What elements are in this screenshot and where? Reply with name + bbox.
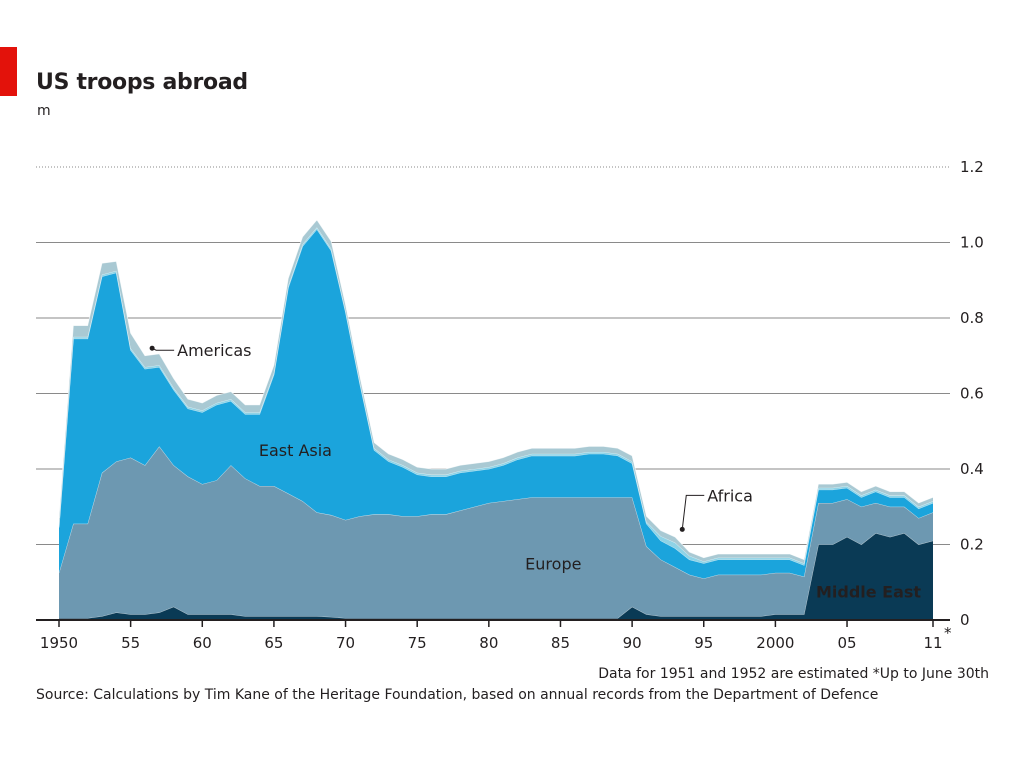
label-layer: East Asia Europe Middle East Americas Africa [149, 341, 921, 602]
chart-title: US troops abroad [36, 70, 248, 95]
x-tick-label: 90 [623, 634, 642, 652]
label-americas: Americas [177, 341, 251, 360]
axis-layer: 0 0.2 0.4 0.6 0.8 1.0 1.2 1950 55 60 65 70 75 80 85 90 9… [36, 158, 984, 652]
y-tick-label: 0.8 [960, 309, 984, 327]
x-tick-label: 55 [121, 634, 140, 652]
area-layer [58, 219, 934, 620]
label-europe: Europe [525, 554, 581, 573]
x-tick-label: 11 [923, 634, 942, 652]
label-east-asia: East Asia [259, 441, 332, 460]
y-tick-label: 0.4 [960, 460, 984, 478]
y-tick-label: 0.6 [960, 385, 984, 403]
data-note: Data for 1951 and 1952 are estimated *Up… [598, 666, 989, 682]
y-tick-label: 1.2 [960, 158, 984, 176]
x-tick-label: 65 [264, 634, 283, 652]
x-tick-note: * [944, 624, 952, 642]
x-tick-label: 85 [551, 634, 570, 652]
y-unit-label: m [37, 103, 51, 119]
label-middle-east: Middle East [816, 583, 921, 602]
x-tick-label: 05 [837, 634, 856, 652]
x-tick-label: 95 [694, 634, 713, 652]
x-tick-label: 1950 [40, 634, 78, 652]
x-tick-label: 2000 [756, 634, 794, 652]
callout-line [151, 347, 175, 351]
x-tick-label: 70 [336, 634, 355, 652]
y-tick-label: 0 [960, 611, 970, 629]
x-tick-label: 60 [193, 634, 212, 652]
area-europe [59, 446, 933, 619]
source-note: Source: Calculations by Tim Kane of the … [36, 687, 879, 703]
boundary-americas [58, 219, 934, 561]
y-tick-label: 0.2 [960, 536, 984, 554]
x-tick-label: 75 [408, 634, 427, 652]
y-tick-label: 1.0 [960, 234, 984, 252]
x-tick-label: 80 [479, 634, 498, 652]
area-middle-east [59, 533, 933, 620]
label-africa: Africa [707, 486, 753, 505]
brand-accent-tab [0, 47, 17, 96]
callout-line [681, 494, 705, 530]
